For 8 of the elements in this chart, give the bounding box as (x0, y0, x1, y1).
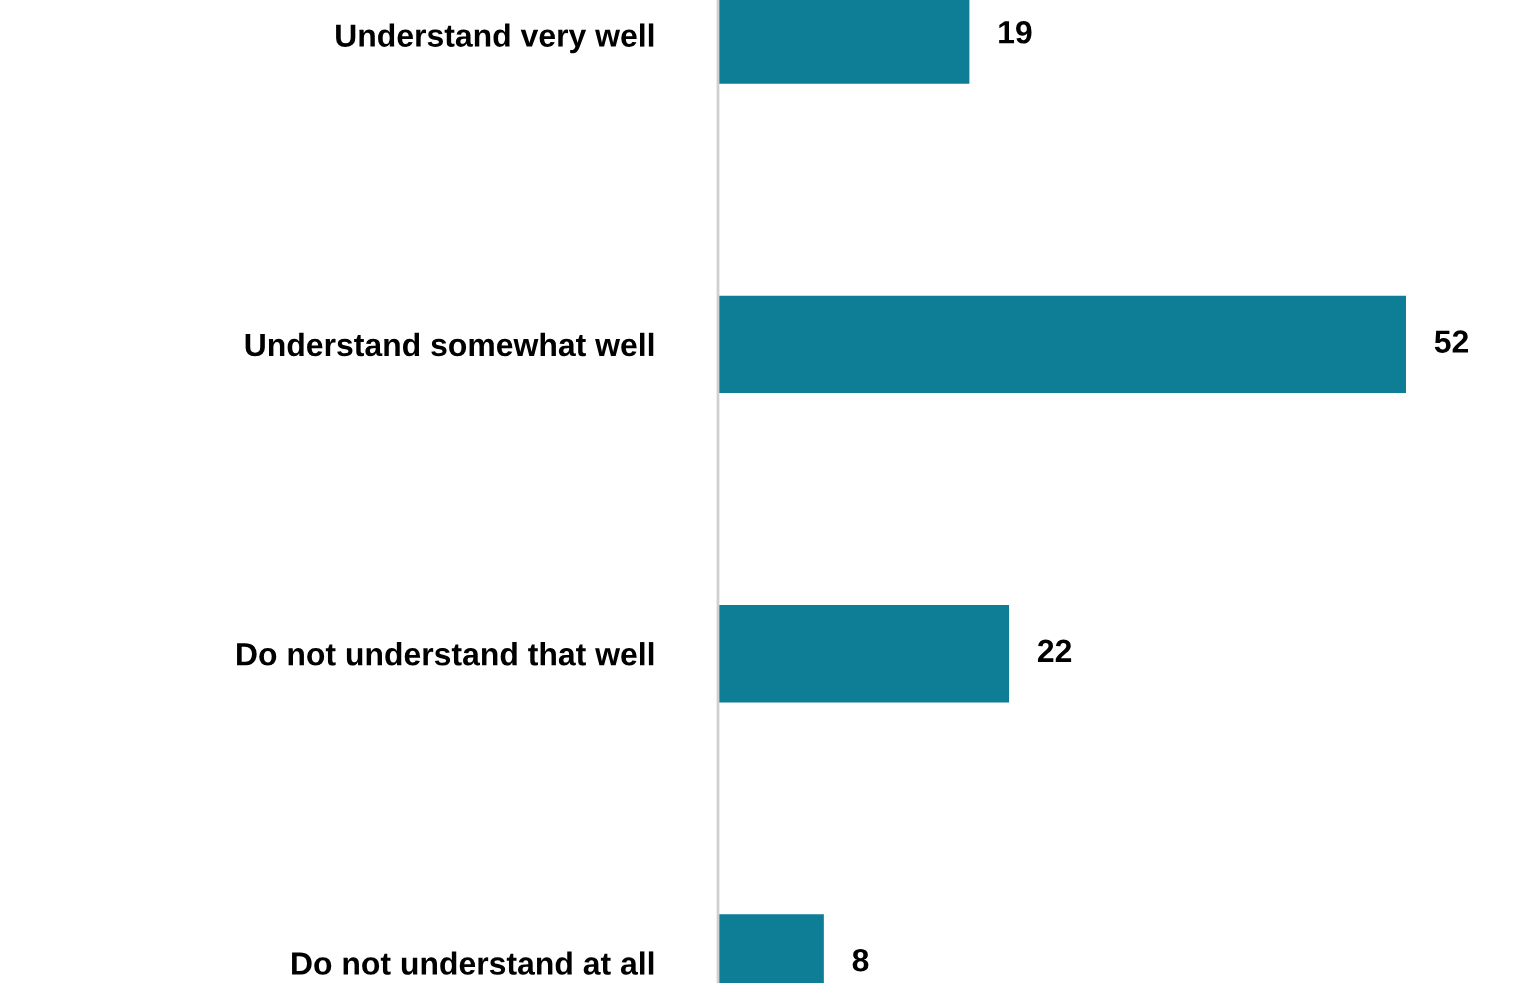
data-label: 19 (999, 20, 1032, 44)
y-tick-label: Understand very well (336, 23, 654, 54)
y-tick-label: Do not understand that well (237, 642, 654, 666)
y-tick-label: Do not understand at all (292, 951, 654, 975)
data-label: 8 (852, 948, 869, 972)
y-tick-label: Understand somewhat well (245, 332, 654, 357)
data-label: 52 (1434, 330, 1469, 353)
data-label: 22 (1037, 639, 1072, 662)
